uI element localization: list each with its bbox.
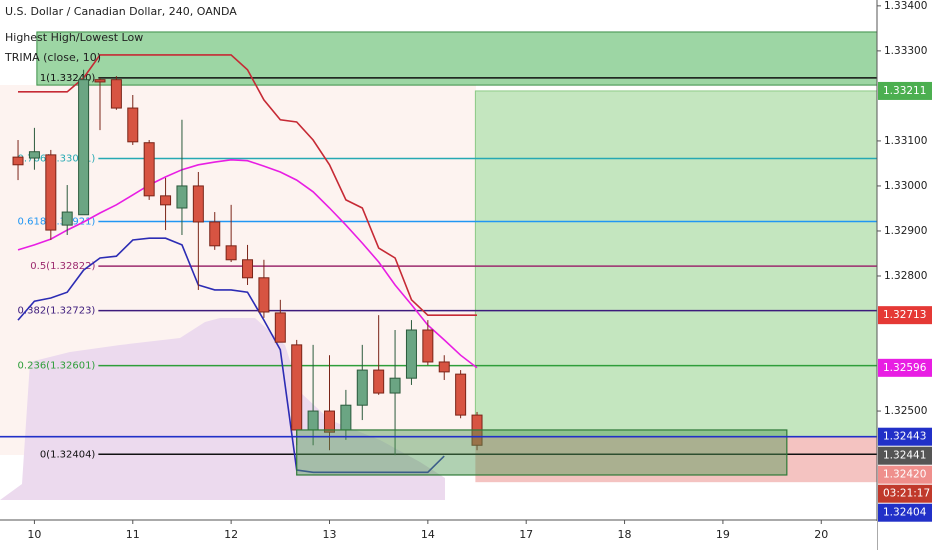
- price-label: 1.32443: [883, 431, 926, 443]
- candle-body: [127, 107, 139, 143]
- candle-body: [356, 369, 368, 406]
- indicator-line: [17, 158, 478, 369]
- price-label: 1.33211: [883, 85, 926, 97]
- candle-body: [160, 195, 172, 206]
- candle-body: [110, 79, 122, 109]
- candle-body: [28, 151, 40, 159]
- candle-body: [422, 329, 434, 363]
- price-label-bg: [878, 306, 932, 325]
- plot: 1(1.33240) 0.786(1.33061) 0.618(1.32921) 0.…: [0, 31, 878, 483]
- price-label: 1.32596: [883, 362, 927, 374]
- x-tick-label: 13: [322, 528, 336, 541]
- candle-body: [45, 154, 57, 231]
- price-label-bg: [878, 358, 932, 377]
- y-tick-label: 1.32900: [884, 225, 927, 237]
- y-tick-label: 1.33100: [884, 135, 927, 147]
- x-tick-label: 10: [27, 528, 41, 541]
- x-tick-label: 20: [814, 528, 828, 541]
- box: [36, 31, 878, 86]
- price-label: 1.32713: [883, 309, 926, 321]
- x-tick-label: 18: [618, 528, 632, 541]
- x-tick-label: 17: [519, 528, 533, 541]
- fib-label: 0.5(1.32822): [30, 261, 95, 272]
- legend-item: Highest High/Lowest Low: [5, 31, 143, 44]
- indicator-line: [17, 237, 445, 474]
- fib-label: 0(1.32404): [40, 449, 96, 460]
- candle-body: [323, 410, 335, 433]
- candle-body: [12, 156, 24, 166]
- candle-body: [291, 344, 303, 431]
- candle-body: [373, 369, 385, 394]
- candle-body: [78, 79, 90, 216]
- price-label: 1.32441: [883, 450, 926, 462]
- candle-body: [143, 142, 155, 197]
- indicator-line: [18, 54, 477, 316]
- y-tick-label: 1.32800: [884, 270, 927, 282]
- x-tick-label: 11: [126, 528, 140, 541]
- price-label-bg: [878, 465, 932, 484]
- candle-body: [192, 185, 204, 223]
- fib-label: 1(1.33240): [40, 73, 96, 84]
- profit-zone: [474, 90, 878, 438]
- chart-title: U.S. Dollar / Canadian Dollar, 240, OAND…: [5, 5, 237, 18]
- fib-label: 0.382(1.32723): [18, 306, 96, 317]
- candle-body: [455, 373, 467, 416]
- price-label-bg: [878, 503, 932, 522]
- y-tick-label: 1.33000: [884, 180, 927, 192]
- countdown-bg: [878, 484, 932, 503]
- candle-body: [225, 245, 237, 261]
- fib-label: 0.786(1.33061): [18, 153, 96, 164]
- candle-body: [307, 410, 319, 431]
- candle-body: [94, 79, 106, 83]
- y-tick-label: 1.33300: [884, 45, 927, 57]
- price-label: 1.32420: [883, 469, 926, 481]
- price-label-bg: [878, 446, 932, 465]
- candle-body: [242, 259, 254, 279]
- y-tick-label: 1.32500: [884, 405, 927, 417]
- x-tick-label: 14: [421, 528, 435, 541]
- candle-body: [258, 277, 270, 313]
- price-label-bg: [878, 427, 932, 446]
- x-tick-label: 12: [224, 528, 238, 541]
- countdown: 03:21:17: [883, 488, 930, 500]
- candle-body: [340, 404, 352, 431]
- fib-label: 0.236(1.32601): [18, 361, 96, 372]
- candle-body: [176, 185, 188, 209]
- candle-body: [389, 377, 401, 394]
- y-tick-label: 1.33400: [884, 0, 927, 12]
- price-label-bg: [878, 81, 932, 100]
- candle-body: [274, 312, 286, 343]
- candle-body: [61, 211, 73, 226]
- candle-body: [438, 361, 450, 373]
- candle-body: [405, 329, 417, 379]
- fib-label: 0.618(1.32921): [18, 217, 96, 228]
- time-axis: [0, 521, 877, 550]
- price-label: 1.32404: [883, 507, 927, 519]
- legend-item: TRIMA (close, 10): [4, 51, 101, 64]
- x-tick-label: 19: [716, 528, 730, 541]
- candle-body: [209, 221, 221, 247]
